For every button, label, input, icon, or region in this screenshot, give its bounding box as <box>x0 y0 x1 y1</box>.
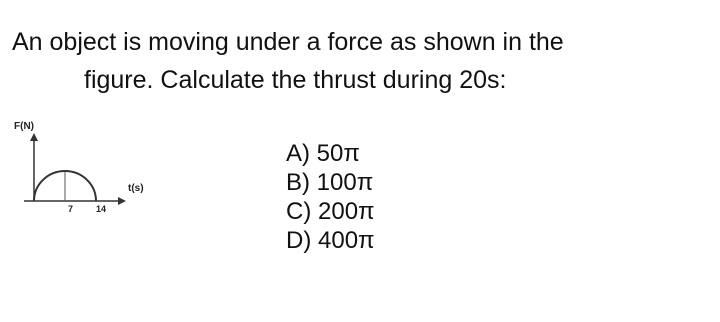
option: D) 400π <box>286 227 375 254</box>
option: A) 50π <box>286 140 360 167</box>
y-arrow <box>30 133 38 141</box>
y-axis-label: F(N) <box>14 121 34 132</box>
question-line: figure. Calculate the thrust during 20s: <box>84 66 507 94</box>
tick-label: 7 <box>68 204 73 214</box>
option: B) 100π <box>286 169 374 196</box>
tick-label: 14 <box>96 204 106 214</box>
x-arrow <box>118 197 126 205</box>
force-figure: F(N) t(s) 7 14 <box>14 121 144 214</box>
x-axis-label: t(s) <box>128 183 144 194</box>
option: C) 200π <box>286 198 375 225</box>
question-line: An object is moving under a force as sho… <box>12 28 564 56</box>
